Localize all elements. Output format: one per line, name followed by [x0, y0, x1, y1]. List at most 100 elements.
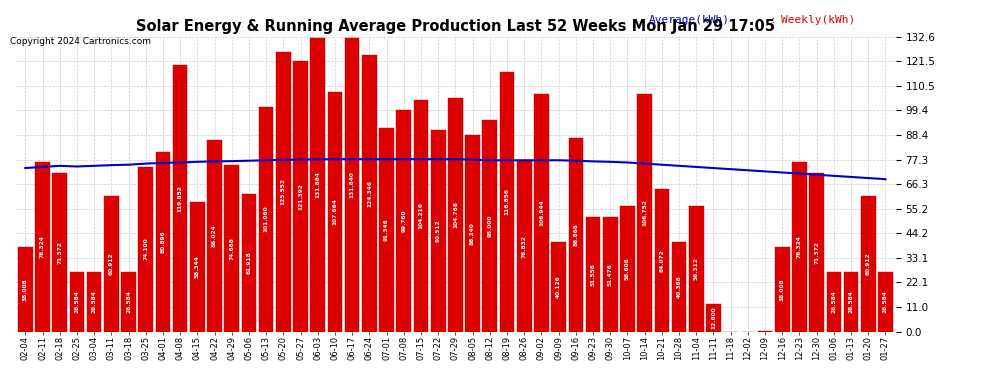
Bar	[52, 173, 67, 332]
Text: 90.512: 90.512	[436, 220, 441, 242]
Text: 91.346: 91.346	[384, 219, 389, 242]
Bar	[87, 272, 101, 332]
Text: 12.600: 12.600	[711, 306, 716, 329]
Bar	[517, 160, 532, 332]
Bar	[69, 272, 84, 332]
Bar	[861, 196, 875, 332]
Text: 119.852: 119.852	[177, 185, 182, 211]
Text: 88.240: 88.240	[470, 222, 475, 245]
Text: 104.768: 104.768	[452, 202, 458, 228]
Bar	[36, 162, 50, 332]
Bar	[465, 135, 480, 332]
Bar	[345, 38, 359, 332]
Text: 131.840: 131.840	[349, 171, 354, 198]
Text: 61.918: 61.918	[247, 251, 251, 274]
Text: 106.752: 106.752	[643, 200, 647, 226]
Bar	[258, 107, 273, 332]
Text: 56.312: 56.312	[694, 258, 699, 280]
Bar	[362, 55, 377, 332]
Text: 121.392: 121.392	[298, 183, 303, 210]
Bar	[689, 206, 704, 332]
Bar	[293, 62, 308, 332]
Text: 74.100: 74.100	[144, 238, 148, 261]
Text: 60.912: 60.912	[109, 252, 114, 275]
Bar	[827, 272, 842, 332]
Title: Solar Energy & Running Average Production Last 52 Weeks Mon Jan 29 17:05: Solar Energy & Running Average Productio…	[136, 19, 775, 34]
Bar	[104, 196, 119, 332]
Bar	[551, 242, 566, 332]
Text: 104.216: 104.216	[419, 202, 424, 229]
Bar	[207, 140, 222, 332]
Bar	[414, 100, 429, 332]
Text: 38.008: 38.008	[780, 278, 785, 301]
Text: 40.368: 40.368	[676, 275, 681, 298]
Text: 58.344: 58.344	[195, 255, 200, 278]
Bar	[775, 247, 790, 332]
Text: 86.024: 86.024	[212, 225, 217, 247]
Text: 99.760: 99.760	[401, 209, 406, 232]
Bar	[155, 152, 170, 332]
Text: 131.884: 131.884	[315, 171, 321, 198]
Bar	[603, 217, 618, 332]
Text: 51.476: 51.476	[608, 263, 613, 286]
Text: 26.584: 26.584	[126, 291, 131, 314]
Bar	[706, 303, 721, 332]
Text: 56.608: 56.608	[625, 257, 630, 280]
Bar	[139, 167, 153, 332]
Bar	[568, 138, 583, 332]
Text: 124.346: 124.346	[367, 180, 372, 207]
Bar	[620, 206, 635, 332]
Bar	[792, 162, 807, 332]
Text: 26.584: 26.584	[74, 291, 79, 314]
Bar	[242, 194, 256, 332]
Text: 26.584: 26.584	[832, 291, 837, 314]
Text: Copyright 2024 Cartronics.com: Copyright 2024 Cartronics.com	[10, 38, 150, 46]
Bar	[225, 165, 239, 332]
Text: 101.060: 101.060	[263, 206, 268, 232]
Text: 71.372: 71.372	[57, 241, 62, 264]
Bar	[431, 130, 446, 332]
Bar	[173, 65, 187, 332]
Text: 106.944: 106.944	[539, 199, 544, 226]
Bar	[311, 38, 325, 332]
Bar	[878, 272, 893, 332]
Text: Weekly(kWh): Weekly(kWh)	[781, 15, 855, 25]
Bar	[18, 247, 33, 332]
Bar	[535, 94, 548, 332]
Bar	[121, 272, 136, 332]
Bar	[379, 128, 394, 332]
Text: 116.856: 116.856	[505, 188, 510, 215]
Bar	[482, 120, 497, 332]
Bar	[654, 189, 669, 332]
Bar	[586, 217, 600, 332]
Text: 107.664: 107.664	[333, 198, 338, 225]
Bar	[810, 173, 824, 332]
Text: 74.668: 74.668	[230, 237, 235, 260]
Text: 26.584: 26.584	[883, 291, 888, 314]
Bar	[638, 94, 652, 332]
Text: 71.372: 71.372	[814, 241, 819, 264]
Bar	[396, 110, 411, 332]
Bar	[448, 99, 462, 332]
Text: 86.868: 86.868	[573, 224, 578, 246]
Bar	[328, 92, 343, 332]
Text: 125.552: 125.552	[281, 178, 286, 206]
Text: :: :	[768, 15, 779, 25]
Text: 40.126: 40.126	[556, 276, 561, 298]
Bar	[672, 242, 686, 332]
Bar	[500, 72, 515, 332]
Text: 80.896: 80.896	[160, 230, 165, 253]
Text: 76.832: 76.832	[522, 235, 527, 258]
Text: 64.072: 64.072	[659, 249, 664, 272]
Text: 76.324: 76.324	[40, 235, 45, 258]
Bar	[843, 272, 858, 332]
Text: 76.324: 76.324	[797, 235, 802, 258]
Text: 26.584: 26.584	[92, 291, 97, 314]
Bar	[190, 202, 205, 332]
Bar	[276, 52, 291, 332]
Text: Average(kWh): Average(kWh)	[649, 15, 731, 25]
Text: 26.584: 26.584	[848, 291, 853, 314]
Text: 38.008: 38.008	[23, 278, 28, 301]
Text: 60.912: 60.912	[866, 252, 871, 275]
Text: 51.556: 51.556	[590, 263, 596, 286]
